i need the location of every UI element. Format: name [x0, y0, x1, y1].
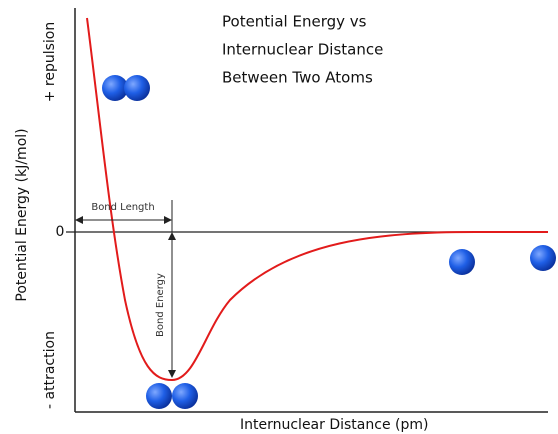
atom [449, 249, 475, 275]
title-line: Between Two Atoms [222, 69, 373, 87]
bond-length-label: Bond Length [91, 202, 154, 213]
bond-energy-label: Bond Energy [155, 273, 166, 337]
atom [146, 383, 172, 409]
zero-label: 0 [56, 224, 65, 240]
y-axis-label: Potential Energy (kJ/mol) [14, 128, 30, 301]
diagram: Bond Length Bond Energy Potential Energy… [0, 0, 558, 434]
x-axis-label: Internuclear Distance (pm) [240, 417, 428, 433]
atom [530, 245, 556, 271]
attraction-label: - attraction [42, 331, 58, 409]
repulsion-label: + repulsion [42, 22, 58, 103]
atom [172, 383, 198, 409]
title-line: Internuclear Distance [222, 41, 383, 59]
title-line: Potential Energy vs [222, 13, 367, 31]
atom [124, 75, 150, 101]
